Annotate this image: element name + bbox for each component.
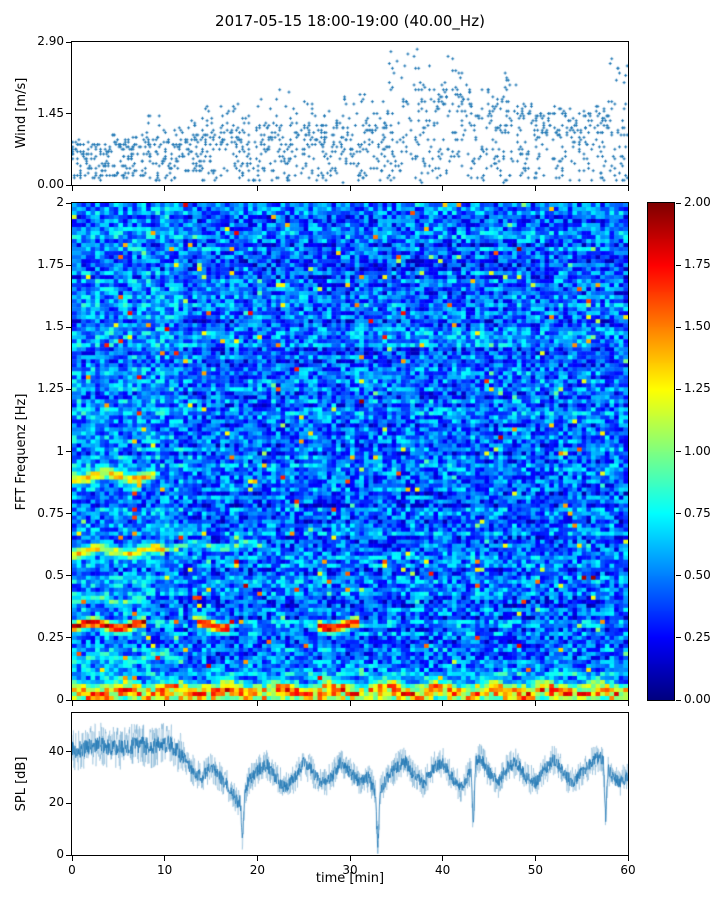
y-tick-mark [66,751,71,753]
colorbar-tick-mark [676,699,681,701]
colorbar-tick-mark [676,575,681,577]
colorbar-tick-label: 1.25 [684,381,711,396]
colorbar-tick-label: 0.25 [684,629,711,644]
colorbar-tick-label: 2.00 [684,195,711,209]
colorbar-tick-mark [676,513,681,515]
x-tick-mark [71,186,73,191]
chart-title: 2017-05-15 18:00-19:00 (40.00_Hz) [215,12,485,30]
y-tick-label: 1.75 [37,257,64,272]
x-tick-label: 40 [435,863,451,877]
x-tick-mark [534,186,536,191]
x-tick-mark [164,701,166,706]
y-tick-mark [66,41,71,43]
y-tick-mark [66,699,71,701]
y-tick-label: 2.90 [37,34,64,48]
x-tick-mark [256,186,258,191]
colorbar-tick-mark [676,388,681,390]
x-tick-mark [71,856,73,861]
x-tick-label: 0 [68,863,76,877]
x-tick-label: 10 [157,863,173,877]
x-tick-mark [442,701,444,706]
colorbar-tick-label: 0.50 [684,567,711,582]
y-tick-label: 2 [56,195,64,209]
colorbar-tick-label: 1.75 [684,257,711,272]
y-tick-label: 40 [48,743,64,758]
y-tick-label: 1.25 [37,381,64,396]
colorbar-tick-label: 1.50 [684,319,711,334]
spl-line-plot [71,712,629,856]
x-tick-mark [442,856,444,861]
x-tick-mark [256,856,258,861]
x-tick-mark [349,856,351,861]
y-tick-mark [66,388,71,390]
colorbar-tick-label: 0.00 [684,692,711,706]
x-tick-mark [164,856,166,861]
y-tick-mark [66,451,71,452]
spectrogram-plot [71,202,629,701]
colorbar-tick-label: 0.75 [684,505,711,520]
colorbar-tick-mark [676,451,681,452]
x-tick-mark [349,701,351,706]
y-tick-mark [66,326,71,328]
x-tick-mark [349,186,351,191]
wind-scatter-plot [71,41,629,186]
y-tick-label: 0.75 [37,505,64,520]
colorbar-tick-mark [676,202,681,204]
x-tick-mark [164,186,166,191]
x-tick-mark [534,856,536,861]
spectrogram-canvas [72,203,628,700]
colorbar-tick-mark [676,326,681,328]
x-tick-label: 60 [620,863,636,877]
x-tick-mark [627,856,629,861]
colorbar-tick-label: 1.00 [684,443,711,458]
y-tick-mark [66,264,71,266]
x-tick-label: 50 [527,863,543,877]
y-tick-mark [66,854,71,856]
y-tick-label: 0.25 [37,629,64,644]
y-tick-label: 20 [48,795,64,810]
colorbar [647,202,675,701]
y-tick-mark [66,637,71,639]
x-tick-mark [71,701,73,706]
x-axis-label: time [min] [315,871,385,886]
y-tick-label: 1.5 [44,319,64,334]
x-tick-label: 20 [249,863,265,877]
y-tick-mark [66,575,71,577]
colorbar-tick-mark [676,637,681,639]
x-tick-mark [442,186,444,191]
x-tick-mark [534,701,536,706]
x-tick-mark [256,701,258,706]
y-tick-label: 0 [56,692,64,706]
y-tick-label: 0 [56,847,64,861]
y-tick-mark [66,513,71,515]
y-tick-mark [66,802,71,804]
wind-scatter-canvas [72,42,628,185]
y-tick-label: 1 [56,443,64,458]
y-tick-mark [66,113,71,114]
y-tick-label: 1.45 [37,105,64,120]
y-tick-label: 0.5 [44,567,64,582]
y-tick-mark [66,202,71,204]
x-tick-mark [627,701,629,706]
y-tick-mark [66,184,71,186]
y-tick-label: 0.00 [37,177,64,191]
x-tick-label: 30 [342,863,358,877]
spl-y-axis-label: SPL [dB] [14,756,29,812]
spl-line-canvas [72,713,628,855]
colorbar-tick-mark [676,264,681,266]
x-tick-mark [627,186,629,191]
colorbar-canvas [648,203,674,700]
